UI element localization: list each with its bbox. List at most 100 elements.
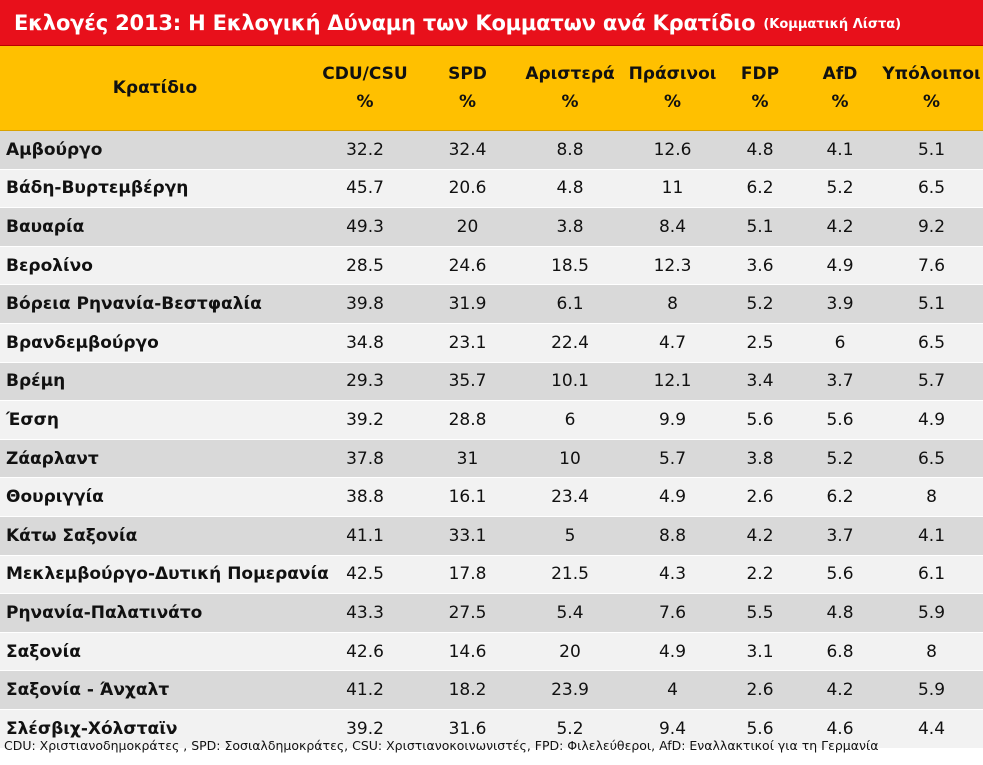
table-row: Ζάαρλαντ 37.8 31 10 5.7 3.8 5.2 6.5 — [0, 439, 983, 479]
state-name: Ζάαρλαντ — [0, 439, 310, 479]
value-cell: 45.7 — [310, 169, 420, 209]
value-cell: 4.8 — [800, 593, 880, 633]
value-cell: 6.5 — [880, 169, 983, 209]
value-cell: 31.6 — [420, 709, 515, 749]
value-cell: 4.8 — [515, 169, 625, 209]
value-cell: 6.2 — [720, 169, 800, 209]
table-row: Βαυαρία 49.3 20 3.8 8.4 5.1 4.2 9.2 — [0, 207, 983, 247]
table-row: Κάτω Σαξονία 41.1 33.1 5 8.8 4.2 3.7 4.1 — [0, 516, 983, 556]
value-cell: 5.5 — [720, 593, 800, 633]
value-cell: 23.9 — [515, 670, 625, 710]
results-table: Κρατίδιο CDU/CSU % SPD % Αριστερά % Πράσ… — [0, 46, 983, 749]
value-cell: 6.1 — [515, 284, 625, 324]
value-cell: 49.3 — [310, 207, 420, 247]
value-cell: 5.6 — [720, 400, 800, 440]
table-row: Βρέμη 29.3 35.7 10.1 12.1 3.4 3.7 5.7 — [0, 362, 983, 402]
value-cell: 33.1 — [420, 516, 515, 556]
header-unit: % — [458, 92, 477, 112]
value-cell: 8 — [625, 284, 720, 324]
value-cell: 8.4 — [625, 207, 720, 247]
value-cell: 41.1 — [310, 516, 420, 556]
value-cell: 5.6 — [800, 400, 880, 440]
value-cell: 6.5 — [880, 439, 983, 479]
header-cdu-csu: CDU/CSU % — [310, 46, 420, 131]
value-cell: 4.2 — [800, 670, 880, 710]
value-cell: 4.3 — [625, 555, 720, 595]
value-cell: 9.4 — [625, 709, 720, 749]
header-unit: % — [922, 92, 941, 112]
value-cell: 3.7 — [800, 362, 880, 402]
value-cell: 4.8 — [720, 130, 800, 170]
table-row: Βόρεια Ρηνανία-Βεστφαλία 39.8 31.9 6.1 8… — [0, 284, 983, 324]
value-cell: 39.8 — [310, 284, 420, 324]
value-cell: 8.8 — [515, 130, 625, 170]
title-bar: Εκλογές 2013: Η Εκλογική Δύναμη των Κομμ… — [0, 0, 983, 46]
value-cell: 39.2 — [310, 709, 420, 749]
value-cell: 10 — [515, 439, 625, 479]
page-subtitle: (Κομματική Λίστα) — [763, 17, 902, 32]
value-cell: 5.1 — [880, 284, 983, 324]
value-cell: 5.2 — [515, 709, 625, 749]
value-cell: 27.5 — [420, 593, 515, 633]
value-cell: 5.7 — [625, 439, 720, 479]
value-cell: 4.9 — [625, 477, 720, 517]
value-cell: 6.1 — [880, 555, 983, 595]
value-cell: 5.4 — [515, 593, 625, 633]
value-cell: 32.2 — [310, 130, 420, 170]
state-name: Σαξονία — [0, 632, 310, 672]
state-name: Αμβούργο — [0, 130, 310, 170]
value-cell: 41.2 — [310, 670, 420, 710]
table-row: Ρηνανία-Παλατινάτο 43.3 27.5 5.4 7.6 5.5… — [0, 593, 983, 633]
table-row: Αμβούργο 32.2 32.4 8.8 12.6 4.8 4.1 5.1 — [0, 130, 983, 170]
header-left: Αριστερά % — [515, 46, 625, 131]
value-cell: 4.9 — [800, 246, 880, 286]
state-name: Βερολίνο — [0, 246, 310, 286]
value-cell: 2.2 — [720, 555, 800, 595]
value-cell: 12.3 — [625, 246, 720, 286]
value-cell: 4.7 — [625, 323, 720, 363]
header-unit: % — [356, 92, 374, 112]
value-cell: 3.1 — [720, 632, 800, 672]
table-row: Σαξονία - Άνχαλτ 41.2 18.2 23.9 4 2.6 4.… — [0, 670, 983, 710]
value-cell: 5.1 — [720, 207, 800, 247]
value-cell: 5.2 — [800, 439, 880, 479]
value-cell: 20 — [420, 207, 515, 247]
value-cell: 3.8 — [515, 207, 625, 247]
value-cell: 12.6 — [625, 130, 720, 170]
value-cell: 17.8 — [420, 555, 515, 595]
state-name: Βρέμη — [0, 362, 310, 402]
value-cell: 3.9 — [800, 284, 880, 324]
value-cell: 39.2 — [310, 400, 420, 440]
value-cell: 3.4 — [720, 362, 800, 402]
header-spd: SPD % — [420, 46, 515, 131]
table-row: Μεκλεμβούργο-Δυτική Πομερανία 42.5 17.8 … — [0, 555, 983, 595]
header-unit: % — [663, 92, 682, 112]
value-cell: 5.9 — [880, 593, 983, 633]
value-cell: 20 — [515, 632, 625, 672]
state-name: Ρηνανία-Παλατινάτο — [0, 593, 310, 633]
value-cell: 18.2 — [420, 670, 515, 710]
header-state: Κρατίδιο — [0, 46, 310, 131]
header-greens: Πράσινοι % — [625, 46, 720, 131]
value-cell: 4.1 — [880, 516, 983, 556]
value-cell: 37.8 — [310, 439, 420, 479]
value-cell: 5 — [515, 516, 625, 556]
table-row: Σλέσβιχ-Χόλσταϊν 39.2 31.6 5.2 9.4 5.6 4… — [0, 709, 983, 749]
value-cell: 28.8 — [420, 400, 515, 440]
value-cell: 11 — [625, 169, 720, 209]
value-cell: 31.9 — [420, 284, 515, 324]
table-row: Βερολίνο 28.5 24.6 18.5 12.3 3.6 4.9 7.6 — [0, 246, 983, 286]
value-cell: 38.8 — [310, 477, 420, 517]
value-cell: 5.2 — [800, 169, 880, 209]
table-row: Βρανδεμβούργο 34.8 23.1 22.4 4.7 2.5 6 6… — [0, 323, 983, 363]
value-cell: 5.9 — [880, 670, 983, 710]
value-cell: 23.1 — [420, 323, 515, 363]
value-cell: 23.4 — [515, 477, 625, 517]
value-cell: 31 — [420, 439, 515, 479]
value-cell: 3.6 — [720, 246, 800, 286]
value-cell: 5.1 — [880, 130, 983, 170]
value-cell: 29.3 — [310, 362, 420, 402]
state-name: Θουριγγία — [0, 477, 310, 517]
value-cell: 6 — [800, 323, 880, 363]
header-label: Υπόλοιποι — [882, 64, 981, 84]
